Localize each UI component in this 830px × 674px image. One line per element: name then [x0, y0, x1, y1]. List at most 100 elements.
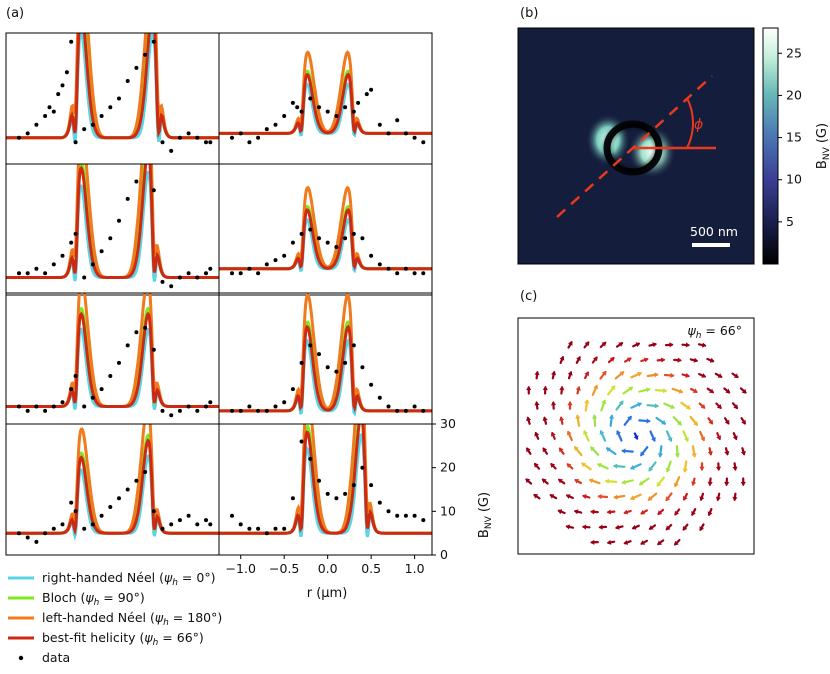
spin-arrow	[646, 372, 659, 378]
spin-arrow	[613, 463, 626, 469]
spin-arrow	[697, 342, 707, 348]
spin-arrow	[573, 446, 583, 457]
subplot-frame	[5, 32, 220, 165]
data-point	[73, 231, 78, 236]
spin-arrow	[723, 387, 731, 394]
colorbar-tick-label: 5	[786, 214, 794, 229]
data-point	[117, 96, 121, 101]
subplot-frame	[5, 423, 220, 556]
spin-arrow	[567, 341, 573, 349]
spin-arrow	[706, 387, 714, 394]
spin-arrow	[656, 357, 666, 363]
subplot-1-0	[5, 163, 220, 296]
subplot-1-1	[218, 163, 433, 296]
series-line-0	[6, 170, 219, 282]
spin-arrow	[648, 461, 657, 472]
data-point	[238, 271, 243, 276]
data-point	[403, 408, 408, 413]
spin-arrow	[588, 478, 601, 485]
colorbar: 5 10 15 20 25 BNV (G)	[762, 27, 830, 265]
spin-arrow	[583, 341, 590, 349]
spin-arrow	[533, 493, 541, 500]
colorbar-tick-label: 10	[786, 172, 802, 187]
data-point	[421, 271, 426, 276]
spin-arrow	[665, 523, 673, 531]
legend-label: best-fit helicity (ψh = 66°)	[42, 630, 204, 648]
x-tick-label: 0.5	[361, 561, 381, 576]
series-line-3	[219, 208, 432, 271]
data-point	[143, 470, 148, 474]
data-point	[125, 487, 130, 492]
y-tick-label: 20	[440, 460, 456, 475]
data-point	[360, 365, 365, 370]
data-point	[238, 408, 243, 413]
spin-arrow	[706, 357, 715, 363]
data-point	[186, 131, 191, 136]
data-point	[364, 92, 369, 97]
data-point	[134, 330, 139, 335]
data-point	[99, 387, 104, 392]
spin-arrow	[616, 430, 623, 442]
data-point	[208, 522, 213, 527]
data-point	[395, 271, 400, 276]
spin-arrow	[673, 476, 681, 488]
spin-arrow	[590, 446, 600, 456]
spin-arrow	[655, 416, 667, 425]
spin-arrow	[724, 447, 730, 456]
spin-arrow	[654, 388, 668, 394]
subplot-2-0	[5, 292, 220, 425]
series-line-0	[219, 82, 432, 138]
spin-arrow	[606, 509, 616, 515]
data-point	[377, 395, 382, 400]
colorbar-tick-label: 25	[786, 45, 802, 60]
series-line-3	[6, 311, 219, 408]
data-point	[143, 325, 148, 330]
data-point	[169, 148, 174, 153]
data-point	[290, 240, 295, 245]
data-point	[395, 118, 400, 123]
data-point	[334, 114, 339, 118]
data-point	[125, 79, 130, 83]
data-point	[351, 483, 356, 488]
helicity-annotation: ψh = 66°	[687, 323, 742, 341]
data-point	[386, 131, 391, 136]
x-tick-label: 0.0	[318, 561, 338, 576]
spin-arrow	[550, 401, 557, 410]
x-tick-label: 1.0	[405, 561, 425, 576]
spin-arrow	[583, 371, 590, 380]
spin-arrow	[699, 462, 705, 471]
spin-arrow	[640, 509, 649, 515]
spin-arrow	[559, 385, 565, 395]
spin-arrow	[665, 492, 673, 502]
spin-arrow	[581, 462, 592, 471]
data-point	[69, 500, 74, 505]
spin-arrow	[558, 447, 565, 455]
spin-arrow	[640, 446, 649, 457]
data-point	[230, 271, 234, 276]
data-point	[186, 513, 191, 518]
data-point	[208, 266, 213, 271]
spin-arrow	[640, 539, 649, 545]
data-point	[177, 518, 182, 523]
data-point	[204, 518, 208, 523]
data-point	[351, 343, 356, 348]
data-point	[208, 140, 213, 145]
spin-arrow	[591, 356, 598, 364]
spin-arrow	[665, 430, 673, 442]
spin-arrow	[567, 401, 573, 410]
legend-item: Bloch (ψh = 90°)	[8, 590, 145, 608]
spin-arrow	[698, 402, 706, 409]
data-point	[117, 218, 121, 223]
series-line-3	[219, 324, 432, 413]
panel-label-c: (c)	[520, 289, 537, 304]
spin-arrow	[631, 524, 640, 530]
spin-arrow	[599, 430, 607, 442]
data-point	[282, 400, 287, 405]
data-point	[108, 236, 113, 241]
colorbar-ticks: 5 10 15 20 25	[778, 45, 802, 229]
spin-arrow	[607, 357, 615, 364]
spin-arrow	[663, 372, 675, 378]
data-point	[351, 109, 356, 114]
series-line-0	[219, 217, 432, 274]
spin-arrow	[707, 508, 713, 517]
